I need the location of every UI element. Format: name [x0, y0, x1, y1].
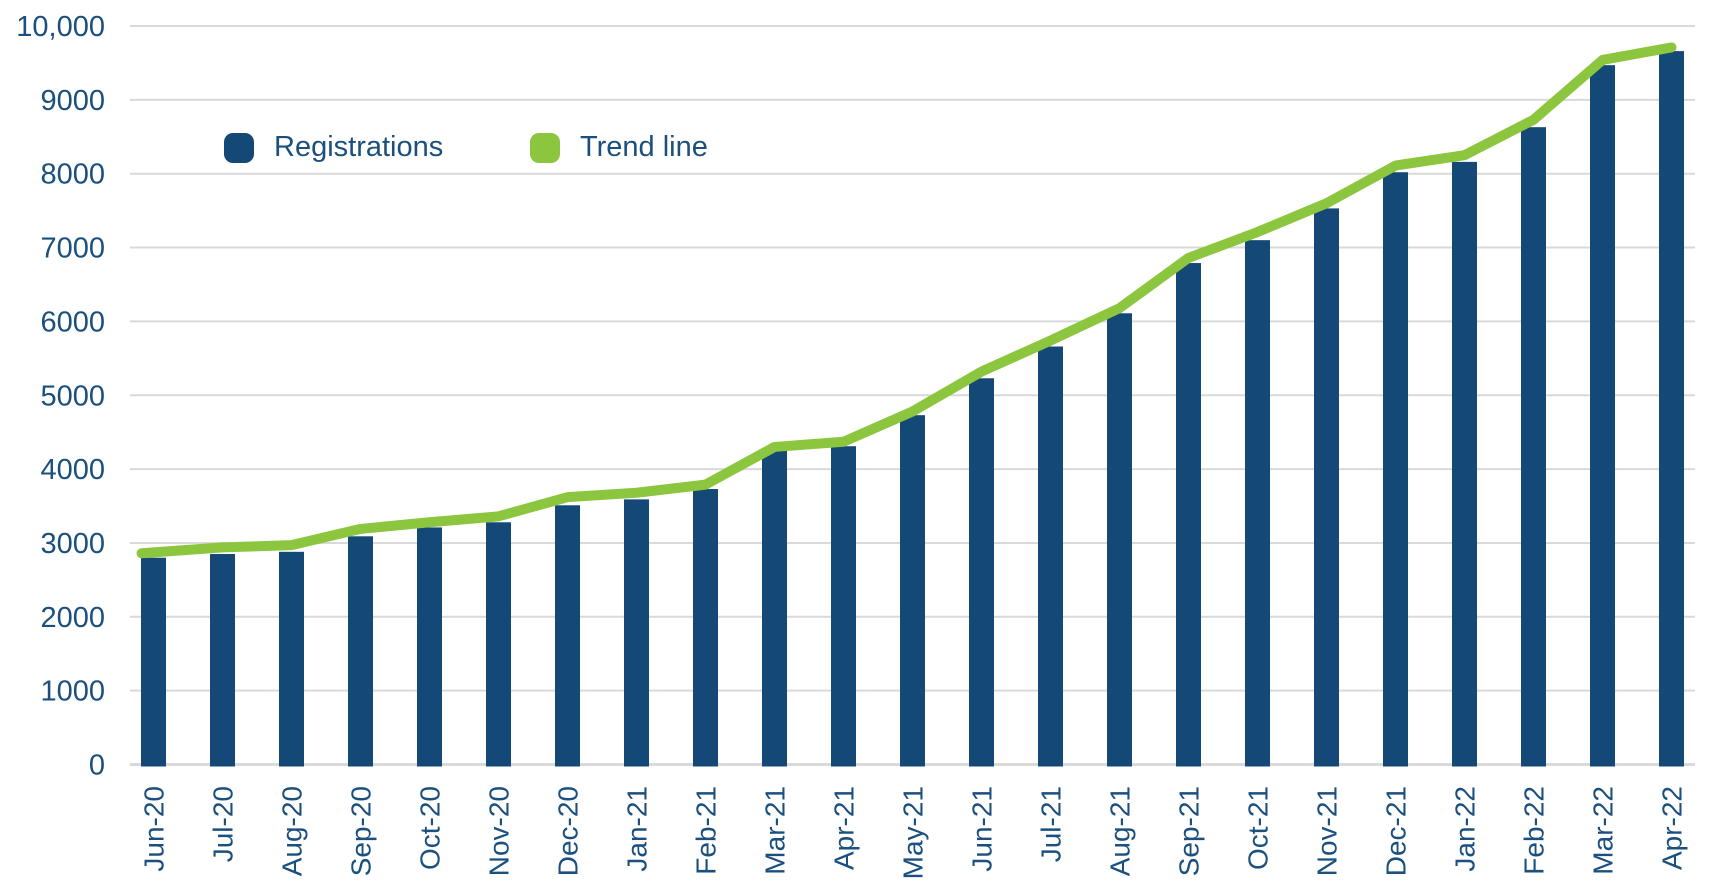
- bar-Sep-20: [348, 536, 373, 767]
- bar-Jan-22: [1452, 161, 1477, 767]
- x-tick-label: Feb-21: [691, 786, 722, 875]
- x-tick-label: May-21: [898, 786, 929, 879]
- y-tick-label: 6000: [40, 306, 105, 338]
- bar-Jun-21: [969, 378, 994, 767]
- bar-Jun-20: [141, 557, 166, 767]
- y-tick-label: 5000: [40, 380, 105, 412]
- bar-Mar-21: [762, 449, 787, 767]
- x-tick-label: Mar-22: [1588, 786, 1619, 875]
- y-tick-label: 2000: [40, 602, 105, 634]
- y-tick-label: 8000: [40, 159, 105, 191]
- bar-Dec-21: [1383, 172, 1408, 767]
- x-tick-label: Dec-20: [553, 786, 584, 876]
- x-tick-label: Oct-20: [415, 786, 446, 870]
- bar-Apr-22: [1659, 51, 1684, 767]
- x-tick-label: Dec-21: [1381, 786, 1412, 876]
- y-tick-label: 1000: [40, 676, 105, 708]
- bar-Sep-21: [1176, 263, 1201, 767]
- x-tick-label: Jun-20: [139, 786, 170, 872]
- x-tick-label: Jun-21: [967, 786, 998, 872]
- bar-Apr-21: [831, 446, 856, 767]
- x-tick-label: Sep-21: [1174, 786, 1205, 876]
- bar-Aug-21: [1107, 313, 1132, 767]
- y-tick-label: 10,000: [16, 11, 105, 43]
- legend-item-registrations: Registrations: [224, 131, 443, 164]
- legend-label-trend-line: Trend line: [580, 131, 708, 163]
- x-tick-label: Aug-21: [1105, 786, 1136, 876]
- y-tick-label: 3000: [40, 528, 105, 560]
- bar-Mar-22: [1590, 65, 1615, 767]
- x-tick-label: Jul-20: [208, 786, 239, 862]
- trend-line-swatch: [530, 132, 560, 163]
- bar-Jul-20: [210, 554, 235, 767]
- bar-Dec-20: [555, 505, 580, 767]
- bar-Jan-21: [624, 499, 649, 767]
- x-tick-label: Jul-21: [1036, 786, 1067, 862]
- bar-Oct-21: [1245, 240, 1270, 767]
- bar-Nov-20: [486, 522, 511, 767]
- bar-Oct-20: [417, 527, 442, 767]
- x-tick-label: Oct-21: [1243, 786, 1274, 870]
- x-tick-label: Apr-22: [1657, 786, 1688, 870]
- y-tick-label: 4000: [40, 454, 105, 486]
- y-tick-label: 0: [89, 750, 105, 782]
- bar-Feb-21: [693, 489, 718, 767]
- bar-Aug-20: [279, 551, 304, 767]
- x-tick-label: Aug-20: [277, 786, 308, 876]
- x-tick-label: Apr-21: [829, 786, 860, 870]
- x-tick-label: Nov-21: [1312, 786, 1343, 876]
- x-tick-label: Nov-20: [484, 786, 515, 876]
- bar-Jul-21: [1038, 346, 1063, 767]
- y-tick-label: 7000: [40, 233, 105, 265]
- x-tick-label: Feb-22: [1519, 786, 1550, 875]
- registrations-swatch: [224, 132, 254, 163]
- trend-line: [136, 42, 1677, 559]
- legend-label-registrations: Registrations: [274, 131, 444, 163]
- x-tick-label: Sep-20: [346, 786, 377, 876]
- x-tick-label: Jan-21: [622, 786, 653, 872]
- bar-Nov-21: [1314, 208, 1339, 767]
- bar-Feb-22: [1521, 127, 1546, 767]
- bar-May-21: [900, 415, 925, 767]
- y-tick-label: 9000: [40, 85, 105, 117]
- x-tick-label: Mar-21: [760, 786, 791, 875]
- x-tick-label: Jan-22: [1450, 786, 1481, 872]
- legend-item-trend-line: Trend line: [530, 131, 708, 164]
